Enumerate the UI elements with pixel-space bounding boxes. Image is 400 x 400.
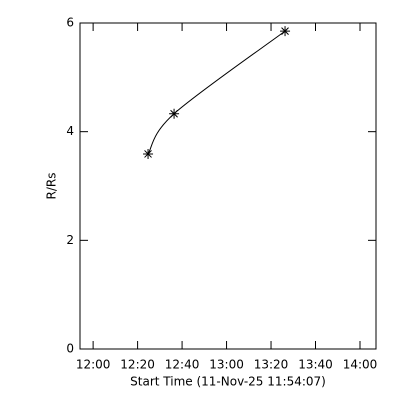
- y-tick-label: 4: [66, 124, 74, 138]
- x-tick-label: 13:20: [254, 358, 289, 372]
- data-point: [280, 26, 291, 37]
- data-line: [147, 30, 286, 155]
- x-tick-label: 14:00: [343, 358, 378, 372]
- x-tick-label: 12:20: [120, 358, 155, 372]
- x-tick-label: 13:00: [209, 358, 244, 372]
- plot-frame: [79, 22, 377, 350]
- y-tick-label: 6: [66, 16, 74, 30]
- x-tick-label: 12:00: [76, 358, 111, 372]
- y-tick-label: 2: [66, 233, 74, 247]
- x-axis-label: Start Time (11-Nov-25 11:54:07): [130, 375, 326, 389]
- data-point: [169, 108, 180, 119]
- x-tick-label: 13:40: [298, 358, 333, 372]
- y-tick-label: 0: [66, 342, 74, 356]
- data-point: [143, 148, 154, 159]
- x-tick-label: 12:40: [165, 358, 200, 372]
- y-axis-label: R/Rs: [45, 173, 59, 200]
